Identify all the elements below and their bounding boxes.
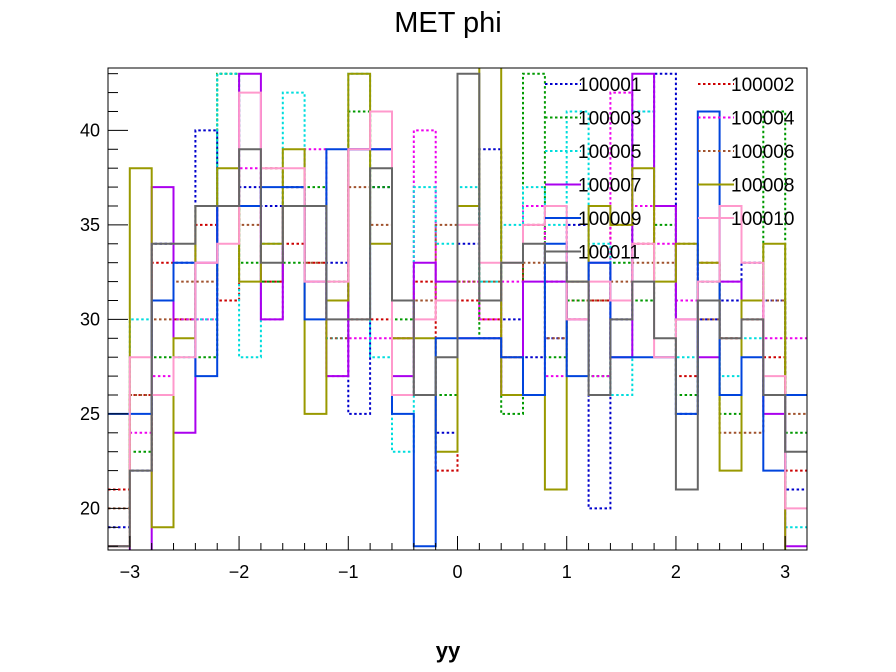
x-tick-label: 1 [562, 562, 572, 582]
x-tick-label: 0 [452, 562, 462, 582]
legend-label: 100005 [578, 142, 641, 163]
legend-label: 100004 [731, 109, 795, 130]
legend-label: 100008 [731, 176, 794, 197]
legend-label: 100010 [731, 209, 794, 230]
y-tick-label: 30 [80, 309, 100, 329]
x-tick-label: −2 [229, 562, 250, 582]
series-layer [108, 68, 807, 550]
y-tick-label: 25 [80, 404, 100, 424]
y-tick-label: 35 [80, 215, 100, 235]
x-tick-label: −3 [120, 562, 141, 582]
chart-title: MET phi [394, 7, 501, 39]
axis-layer: −3 −2 −1 0 1 2 3 20 25 30 35 40 [80, 73, 808, 582]
x-tick-label: 2 [671, 562, 681, 582]
legend-label: 100009 [578, 209, 641, 230]
legend-label: 100003 [578, 109, 641, 130]
legend-label: 100006 [731, 142, 794, 163]
x-axis-label: yy [436, 638, 461, 663]
legend-label: 100001 [578, 75, 641, 96]
series-line-100011 [108, 72, 807, 548]
x-tick-label: −1 [338, 562, 359, 582]
y-tick-label: 20 [80, 498, 100, 518]
legend-label: 100011 [578, 243, 640, 264]
legend-label: 100007 [578, 176, 641, 197]
x-tick-label: 3 [780, 562, 790, 582]
legend: 100001 100002 100003 100004 100005 100006 1000… [545, 75, 795, 264]
legend-label: 100002 [731, 75, 794, 96]
y-tick-label: 40 [80, 120, 100, 140]
